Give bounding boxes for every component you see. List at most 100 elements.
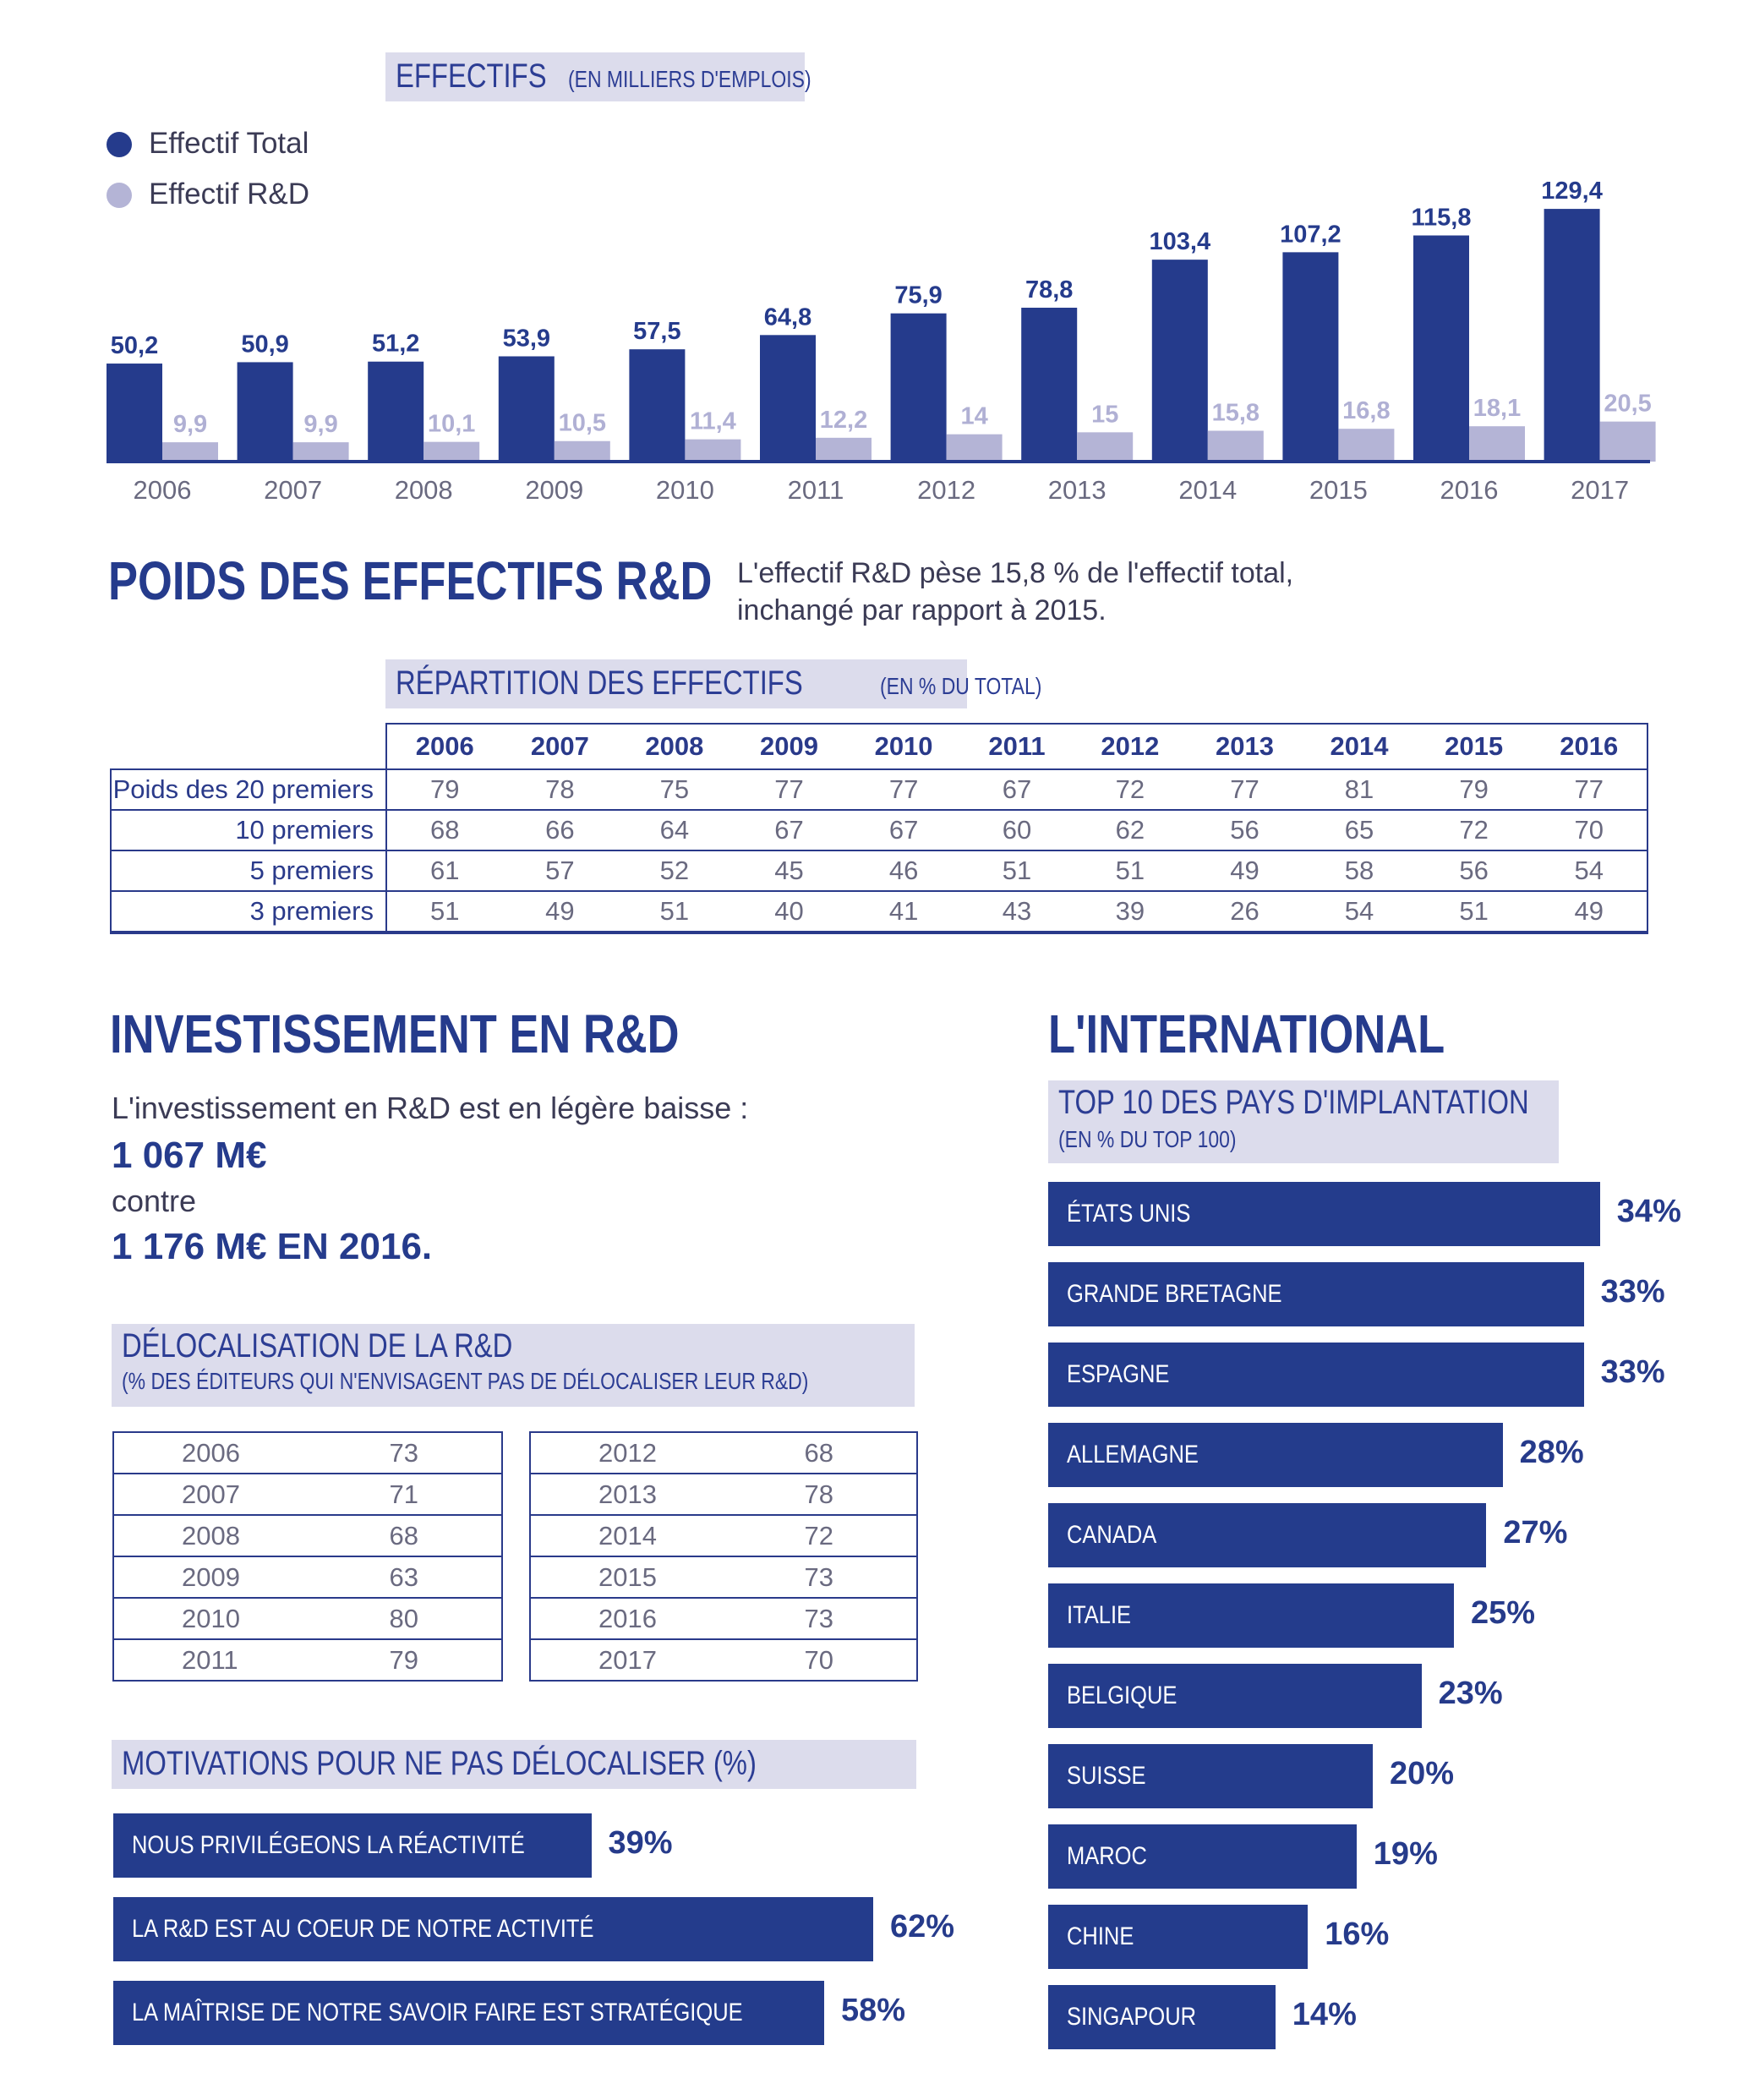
row-label: 5 premiers — [110, 850, 387, 892]
table-row: 10 premiers 68 66 64 67 67 60 62 56 65 72 70 — [110, 809, 1648, 851]
data-label: 20,5 — [1604, 391, 1651, 418]
value-cell: 73 — [735, 1598, 917, 1640]
value-cell: 80 — [319, 1598, 502, 1640]
table-cell: 67 — [846, 809, 961, 851]
value-cell: 63 — [319, 1556, 502, 1599]
motivations-title: MOTIVATIONS POUR NE PAS DÉLOCALISER (%) — [122, 1745, 757, 1782]
motivations-header: MOTIVATIONS POUR NE PAS DÉLOCALISER (%) — [112, 1740, 916, 1789]
column-header: 2011 — [960, 723, 1074, 769]
country-bar-label: ALLEMAGNE — [1067, 1441, 1199, 1468]
data-label: 18,1 — [1473, 395, 1521, 422]
investissement-previous: 1 176 M€ EN 2016. — [112, 1226, 433, 1267]
table-cell: 51 — [1073, 850, 1188, 892]
column-header: 2008 — [617, 723, 732, 769]
year-cell: 2008 — [113, 1515, 320, 1557]
table-cell: 62 — [1073, 809, 1188, 851]
country-value-label: 14% — [1292, 1997, 1357, 2032]
value-cell: 72 — [735, 1515, 917, 1557]
table-cell: 77 — [731, 768, 847, 811]
table-row: 2016 73 — [530, 1598, 917, 1640]
bar-effectif-rd — [423, 441, 480, 462]
x-tick-label: 2008 — [395, 475, 453, 505]
value-cell: 73 — [735, 1556, 917, 1599]
data-label: 9,9 — [173, 411, 207, 438]
repartition-table: 2006 2007 2008 2009 2010 2011 2012 2013 … — [110, 723, 1648, 934]
country-bar-label: ITALIE — [1067, 1601, 1132, 1629]
table-row: 2013 78 — [530, 1474, 917, 1516]
table-cell: 70 — [1531, 809, 1648, 851]
data-label: 57,5 — [633, 318, 680, 345]
year-cell: 2017 — [598, 1644, 657, 1675]
bar-effectif-rd — [1469, 426, 1525, 462]
table-cell: 60 — [960, 809, 1074, 851]
top10-header: TOP 10 DES PAYS D'IMPLANTATION (EN % DU … — [1048, 1080, 1559, 1163]
x-tick-label: 2013 — [1048, 475, 1106, 505]
table-cell: 51 — [617, 890, 732, 934]
table-row: 3 premiers 51 49 51 40 41 43 39 26 54 51 49 — [110, 890, 1648, 934]
bar-effectif-total — [890, 313, 947, 462]
column-header: 2012 — [1073, 723, 1188, 769]
table-cell: 51 — [1416, 890, 1532, 934]
motivation-bar: LA MAÎTRISE DE NOTRE SAVOIR FAIRE EST ST… — [113, 1981, 824, 2045]
table-cell: 51 — [960, 850, 1074, 892]
country-bar: CHINE — [1048, 1905, 1309, 1969]
table-row: 2009 63 — [113, 1556, 502, 1599]
bar-effectif-total — [107, 364, 162, 462]
table-cell: 77 — [846, 768, 961, 811]
x-tick-label: 2006 — [134, 475, 192, 505]
year-cell: 2006 — [113, 1432, 320, 1474]
table-cell: 49 — [502, 890, 618, 934]
effectifs-subtitle: (EN MILLIERS D'EMPLOIS) — [567, 66, 811, 92]
table-cell: 54 — [1302, 890, 1417, 934]
x-tick-label: 2012 — [917, 475, 975, 505]
column-header: 2009 — [731, 723, 847, 769]
repartition-header-row: 2006 2007 2008 2009 2010 2011 2012 2013 … — [111, 723, 1648, 769]
motivation-bar-label: NOUS PRIVILÉGEONS LA RÉACTIVITÉ — [132, 1831, 525, 1859]
bar-effectif-total — [1544, 209, 1600, 462]
table-cell: 81 — [1302, 768, 1417, 811]
bar-effectif-total — [760, 335, 816, 462]
column-header: 2010 — [846, 723, 961, 769]
year-cell: 2010 — [113, 1598, 320, 1640]
motivation-bar: LA R&D EST AU COEUR DE NOTRE ACTIVITÉ — [113, 1897, 873, 1961]
row-label: Poids des 20 premiers — [110, 768, 387, 811]
country-bar: ALLEMAGNE — [1048, 1423, 1503, 1487]
data-label: 14 — [960, 403, 987, 430]
bar-effectif-rd — [1207, 430, 1264, 462]
data-label: 129,4 — [1541, 178, 1603, 205]
data-label: 15,8 — [1212, 400, 1259, 427]
delocalisation-title: DÉLOCALISATION DE LA R&D — [122, 1327, 513, 1364]
bar-effectif-total — [498, 356, 555, 462]
table-cell: 65 — [1302, 809, 1417, 851]
year-cell: 2016 — [530, 1598, 735, 1640]
table-cell: 77 — [1531, 768, 1648, 811]
data-label: 115,8 — [1412, 205, 1472, 232]
table-cell: 77 — [1187, 768, 1303, 811]
year-cell: 2014 — [530, 1515, 735, 1557]
year-cell: 2012 — [530, 1432, 735, 1474]
table-row: 2006 73 — [113, 1432, 502, 1474]
country-value-label: 16% — [1325, 1917, 1390, 1952]
country-bar-label: MAROC — [1067, 1842, 1147, 1870]
country-value-label: 23% — [1438, 1676, 1503, 1711]
country-bar-label: GRANDE BRETAGNE — [1067, 1280, 1282, 1308]
country-bar: ÉTATS UNIS — [1048, 1182, 1600, 1246]
legend-label-rd: Effectif R&D — [149, 178, 309, 211]
row-label: 10 premiers — [110, 809, 387, 851]
bar-effectif-total — [1151, 260, 1208, 462]
country-bar-label: BELGIQUE — [1067, 1682, 1178, 1709]
table-cell: 72 — [1416, 809, 1532, 851]
repartition-corner — [111, 724, 386, 769]
motivation-bar: NOUS PRIVILÉGEONS LA RÉACTIVITÉ — [113, 1813, 592, 1878]
x-tick-label: 2015 — [1309, 475, 1368, 505]
x-tick-label: 2014 — [1178, 475, 1237, 505]
motivation-value-label: 62% — [890, 1909, 955, 1944]
effectifs-header: EFFECTIFS (EN MILLIERS D'EMPLOIS) — [385, 52, 811, 101]
poids-title: POIDS DES EFFECTIFS R&D — [108, 550, 713, 611]
bar-effectif-total — [1413, 235, 1469, 462]
bar-effectif-rd — [685, 439, 741, 462]
column-header: 2016 — [1531, 723, 1648, 769]
legend-label-total: Effectif Total — [149, 127, 309, 160]
value-cell: 68 — [735, 1432, 917, 1474]
investissement-line1: L'investissement en R&D est en légère ba… — [112, 1091, 749, 1125]
